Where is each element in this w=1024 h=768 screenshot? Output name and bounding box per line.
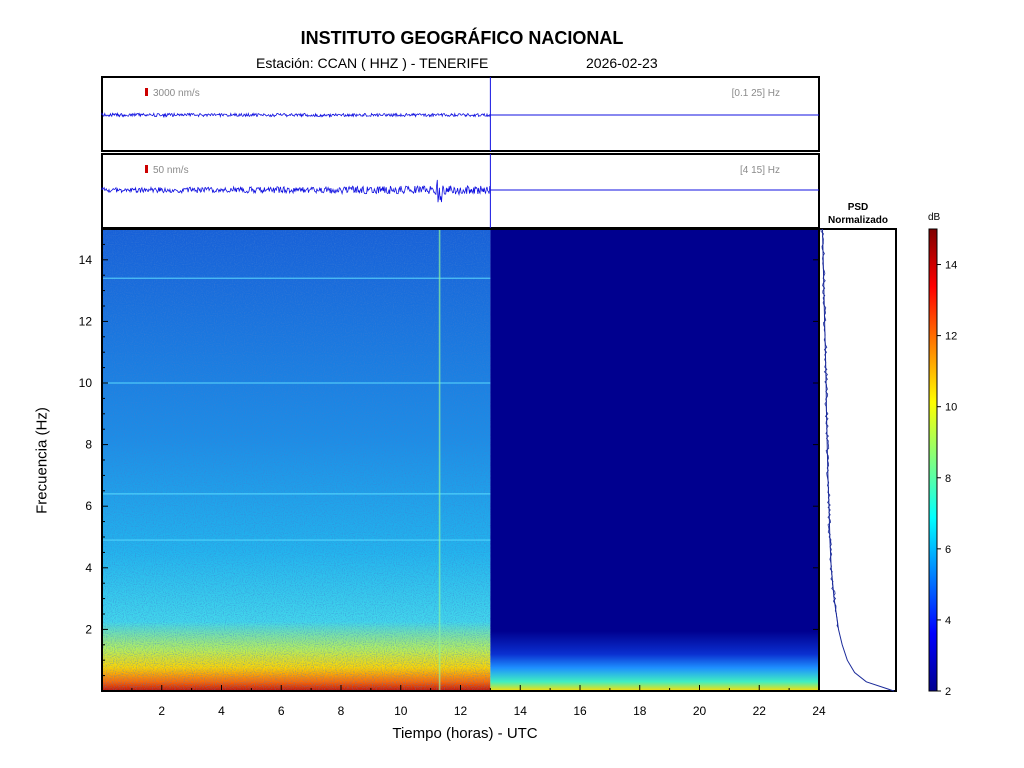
x-tick-label: 18	[633, 704, 647, 718]
x-tick-label: 8	[338, 704, 345, 718]
colorbar-tick-label: 14	[945, 260, 957, 272]
x-tick-label: 6	[278, 704, 285, 718]
x-tick-label: 16	[573, 704, 587, 718]
y-tick-label: 2	[85, 622, 92, 636]
amplitude-scale-label: 3000 nm/s	[153, 88, 200, 99]
y-tick-label: 14	[79, 253, 93, 267]
chart-title: INSTITUTO GEOGRÁFICO NACIONAL	[300, 28, 624, 48]
filter-band-label: [4 15] Hz	[740, 165, 780, 176]
y-tick-label: 8	[85, 438, 92, 452]
waveform-trace	[101, 111, 491, 119]
colorbar-tick-label: 8	[945, 473, 951, 485]
x-tick-label: 22	[753, 704, 767, 718]
spectrogram-noise-texture	[102, 229, 491, 691]
x-tick-label: 10	[394, 704, 408, 718]
amplitude-scale-marker	[145, 165, 148, 173]
colorbar-unit-label: dB	[928, 212, 941, 223]
psd-panel-frame	[818, 228, 897, 692]
x-tick-label: 14	[514, 704, 528, 718]
colorbar-tick-label: 2	[945, 686, 951, 698]
colorbar	[928, 228, 938, 692]
psd-title-line1: PSD	[847, 202, 869, 213]
psd-title-line2: Normalizado	[827, 215, 888, 226]
colorbar-tick-label: 6	[945, 544, 951, 556]
psd-line-detail	[820, 228, 839, 629]
x-axis-label: Tiempo (horas) - UTC	[392, 725, 538, 742]
waveform-traces: 3000 nm/s [0.1 25] Hz 50 nm/s [4 15] Hz	[101, 77, 819, 228]
x-tick-label: 12	[454, 704, 468, 718]
psd-curve	[820, 228, 895, 692]
x-tick-label: 20	[693, 704, 707, 718]
amplitude-scale-label: 50 nm/s	[153, 165, 189, 176]
y-tick-label: 6	[85, 499, 92, 513]
y-tick-label: 10	[79, 376, 93, 390]
spectral-lines	[102, 229, 491, 691]
colorbar-tick-label: 4	[945, 615, 951, 627]
x-tick-label: 4	[218, 704, 225, 718]
colorbar-tick-label: 12	[945, 331, 957, 343]
colorbar-tick-label: 10	[945, 402, 957, 414]
waveform-trace	[101, 179, 491, 203]
filter-band-label: [0.1 25] Hz	[732, 88, 780, 99]
y-tick-label: 4	[85, 561, 92, 575]
amplitude-scale-marker	[145, 88, 148, 96]
station-label: Estación: CCAN ( HHZ ) - TENERIFE	[256, 55, 489, 71]
spectrogram-empty-region	[490, 229, 819, 691]
x-tick-label: 2	[158, 704, 165, 718]
date-label: 2026-02-23	[586, 55, 658, 71]
y-tick-label: 12	[79, 314, 93, 328]
x-tick-label: 24	[812, 704, 826, 718]
spectrogram	[102, 229, 819, 691]
